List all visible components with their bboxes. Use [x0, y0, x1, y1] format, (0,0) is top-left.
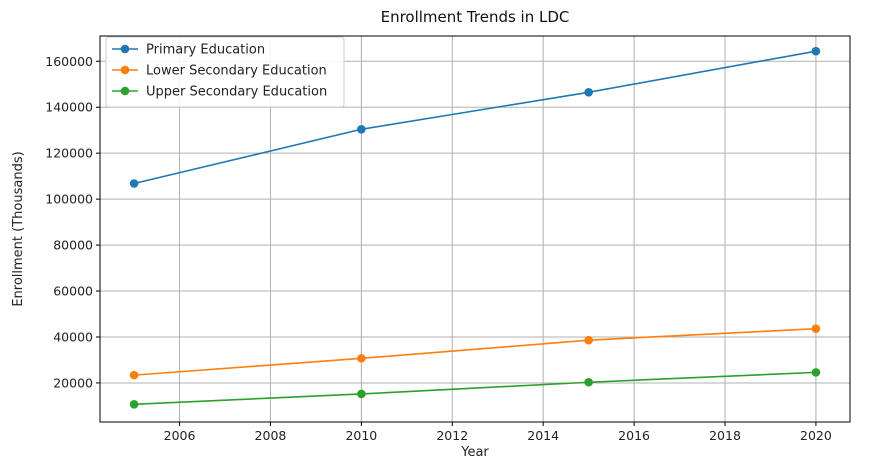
data-point	[129, 179, 139, 188]
x-axis-title: Year	[460, 445, 489, 460]
legend-marker	[120, 44, 130, 54]
legend-label: Primary Education	[146, 43, 265, 58]
legend-label: Upper Secondary Education	[146, 85, 327, 100]
y-tick-label: 160000	[45, 54, 93, 69]
series-upper-secondary-education	[129, 368, 821, 409]
x-tick-label: 2020	[800, 428, 832, 443]
data-point	[129, 400, 139, 409]
legend-label: Lower Secondary Education	[146, 64, 327, 79]
series-lower-secondary-education	[129, 324, 821, 380]
gridlines	[100, 36, 850, 422]
x-tick-label: 2012	[436, 428, 468, 443]
y-tick-label: 80000	[53, 238, 93, 253]
legend-item: Upper Secondary Education	[112, 85, 327, 100]
chart-title: Enrollment Trends in LDC	[381, 8, 570, 26]
y-tick-label: 100000	[45, 192, 93, 207]
data-point	[584, 87, 593, 97]
legend-item: Primary Education	[112, 43, 265, 58]
x-tick-label: 2018	[709, 428, 741, 443]
y-tick-label: 120000	[45, 146, 93, 161]
series-line	[134, 327, 816, 376]
x-tick-label: 2010	[345, 428, 377, 443]
x-tick-label: 2008	[255, 428, 287, 443]
legend-marker	[120, 86, 130, 96]
plot-frame	[99, 35, 851, 423]
data-point	[129, 370, 139, 380]
axis-ticks: 2006 2008 2010 2012 2014 2016 2018 2020 20000 400…	[45, 54, 832, 443]
data-point	[811, 324, 821, 334]
legend-item: Lower Secondary Education	[112, 64, 327, 79]
data-point	[357, 354, 366, 363]
legend-box	[105, 36, 345, 108]
y-tick-label: 140000	[45, 100, 93, 115]
legend-items: Primary Education Lower Secondary Educati…	[112, 43, 327, 100]
data-point	[357, 389, 366, 399]
data-point	[811, 368, 821, 377]
y-tick-label: 40000	[53, 329, 93, 344]
x-tick-label: 2014	[527, 428, 559, 443]
data-point	[811, 46, 821, 56]
series-line	[134, 371, 816, 406]
x-tick-label: 2016	[618, 428, 650, 443]
y-tick-label: 20000	[53, 375, 93, 390]
series-lines	[129, 46, 821, 409]
series-primary-education	[129, 46, 821, 188]
y-tick-label: 60000	[53, 284, 93, 299]
data-point	[357, 124, 366, 134]
x-tick-label: 2006	[164, 428, 196, 443]
y-axis-title: Enrollment (Thousands)	[11, 151, 26, 306]
series-line	[133, 50, 817, 185]
legend-marker	[120, 65, 130, 75]
data-point	[584, 377, 593, 387]
legend: Primary Education Lower Secondary Educati…	[105, 36, 345, 108]
data-point	[584, 335, 593, 345]
